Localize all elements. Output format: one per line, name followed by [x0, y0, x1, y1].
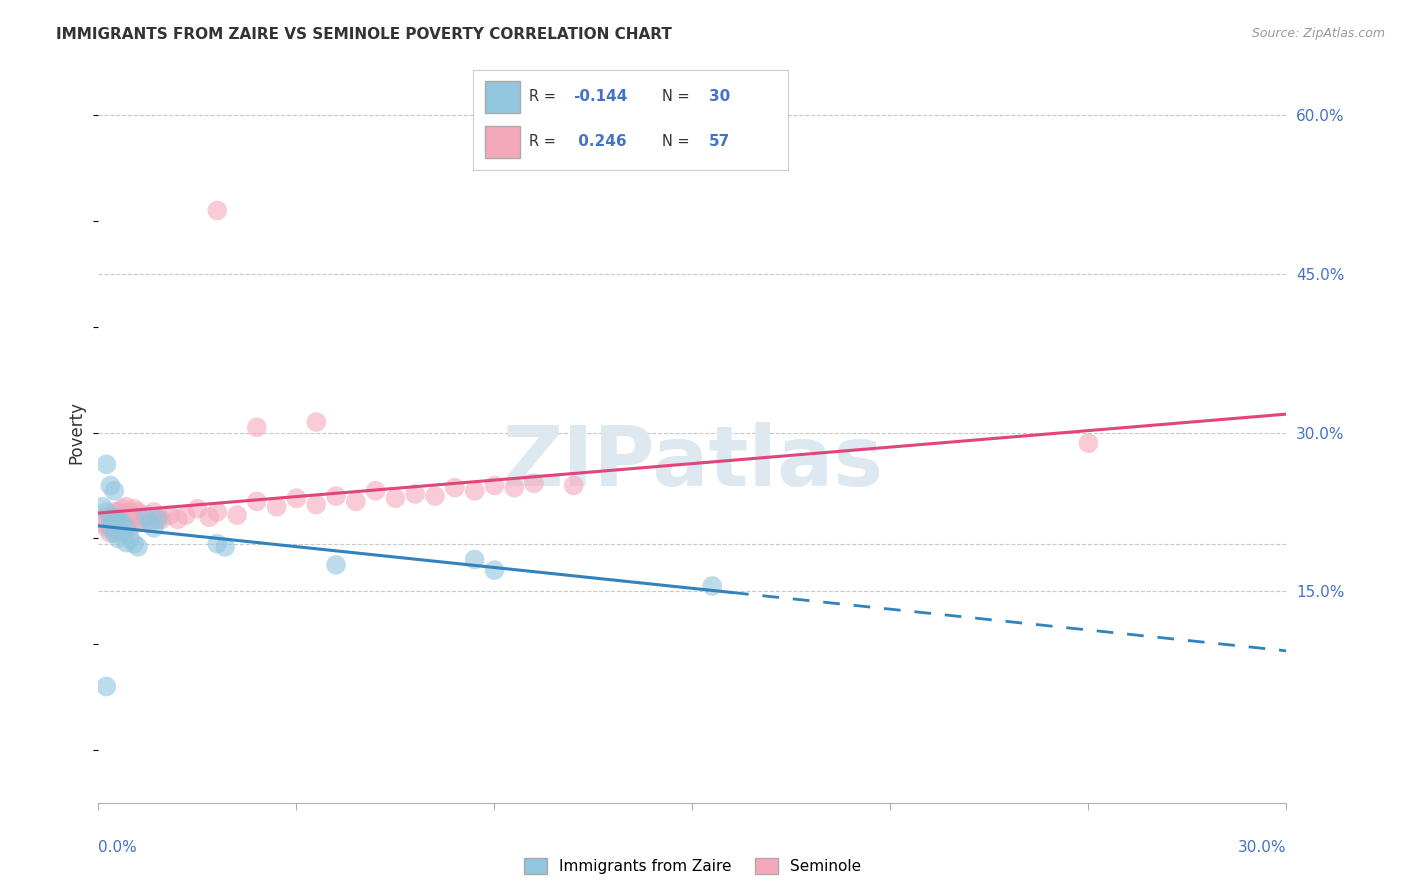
Point	[115, 508, 138, 522]
Point	[246, 420, 269, 434]
Point	[98, 526, 121, 541]
Point	[96, 505, 118, 519]
Point	[186, 501, 208, 516]
Point	[484, 478, 506, 492]
Point	[135, 510, 157, 524]
Point	[384, 491, 406, 506]
Point	[214, 540, 236, 554]
Point	[146, 510, 169, 524]
Point	[159, 508, 181, 522]
Point	[166, 512, 188, 526]
Point	[103, 510, 125, 524]
Point	[325, 489, 347, 503]
Point	[174, 508, 197, 522]
Point	[107, 532, 129, 546]
Point	[98, 510, 121, 524]
Y-axis label: Poverty: Poverty	[67, 401, 86, 464]
Point	[364, 483, 387, 498]
Point	[127, 516, 149, 530]
Point	[207, 203, 229, 218]
Point	[150, 512, 173, 526]
Point	[107, 505, 129, 519]
Point	[96, 458, 118, 472]
Point	[107, 512, 129, 526]
Point	[523, 476, 546, 491]
Point	[120, 521, 142, 535]
Point	[464, 552, 486, 566]
Point	[91, 516, 114, 530]
Point	[325, 558, 347, 572]
Point	[122, 501, 145, 516]
Text: IMMIGRANTS FROM ZAIRE VS SEMINOLE POVERTY CORRELATION CHART: IMMIGRANTS FROM ZAIRE VS SEMINOLE POVERT…	[56, 27, 672, 42]
Point	[344, 494, 367, 508]
Point	[127, 540, 149, 554]
Point	[503, 481, 526, 495]
Point	[444, 481, 467, 495]
Text: 30.0%: 30.0%	[1239, 840, 1286, 855]
Point	[146, 512, 169, 526]
Point	[103, 526, 125, 541]
Point	[103, 505, 125, 519]
Point	[142, 505, 165, 519]
Point	[115, 518, 138, 533]
Point	[111, 516, 134, 530]
Point	[115, 521, 138, 535]
Point	[111, 501, 134, 516]
Point	[107, 518, 129, 533]
Point	[120, 505, 142, 519]
Point	[103, 483, 125, 498]
Point	[120, 532, 142, 546]
Point	[135, 508, 157, 522]
Point	[111, 516, 134, 530]
Point	[246, 494, 269, 508]
Point	[111, 510, 134, 524]
Text: 0.0%: 0.0%	[98, 840, 138, 855]
Point	[226, 508, 249, 522]
Point	[423, 489, 446, 503]
Point	[484, 563, 506, 577]
Point	[305, 415, 328, 429]
Point	[122, 510, 145, 524]
Point	[122, 537, 145, 551]
Point	[98, 518, 121, 533]
Point	[142, 521, 165, 535]
Point	[139, 516, 162, 530]
Legend: Immigrants from Zaire, Seminole: Immigrants from Zaire, Seminole	[517, 852, 868, 880]
Point	[562, 478, 585, 492]
Point	[305, 498, 328, 512]
Point	[135, 516, 157, 530]
Point	[464, 483, 486, 498]
Point	[207, 505, 229, 519]
Point	[115, 535, 138, 549]
Point	[91, 500, 114, 514]
Point	[266, 500, 288, 514]
Point	[285, 491, 308, 506]
Point	[103, 516, 125, 530]
Point	[404, 487, 426, 501]
Text: ZIPatlas: ZIPatlas	[502, 422, 883, 503]
Point	[1077, 436, 1099, 450]
Text: Source: ZipAtlas.com: Source: ZipAtlas.com	[1251, 27, 1385, 40]
Point	[198, 510, 221, 524]
Point	[107, 512, 129, 526]
Point	[96, 521, 118, 535]
Point	[96, 680, 118, 694]
Point	[96, 510, 118, 524]
Point	[207, 537, 229, 551]
Point	[98, 478, 121, 492]
Point	[120, 512, 142, 526]
Point	[103, 523, 125, 537]
Point	[111, 526, 134, 541]
Point	[98, 512, 121, 526]
Point	[107, 516, 129, 530]
Point	[702, 579, 724, 593]
Point	[98, 521, 121, 535]
Point	[127, 505, 149, 519]
Point	[115, 500, 138, 514]
